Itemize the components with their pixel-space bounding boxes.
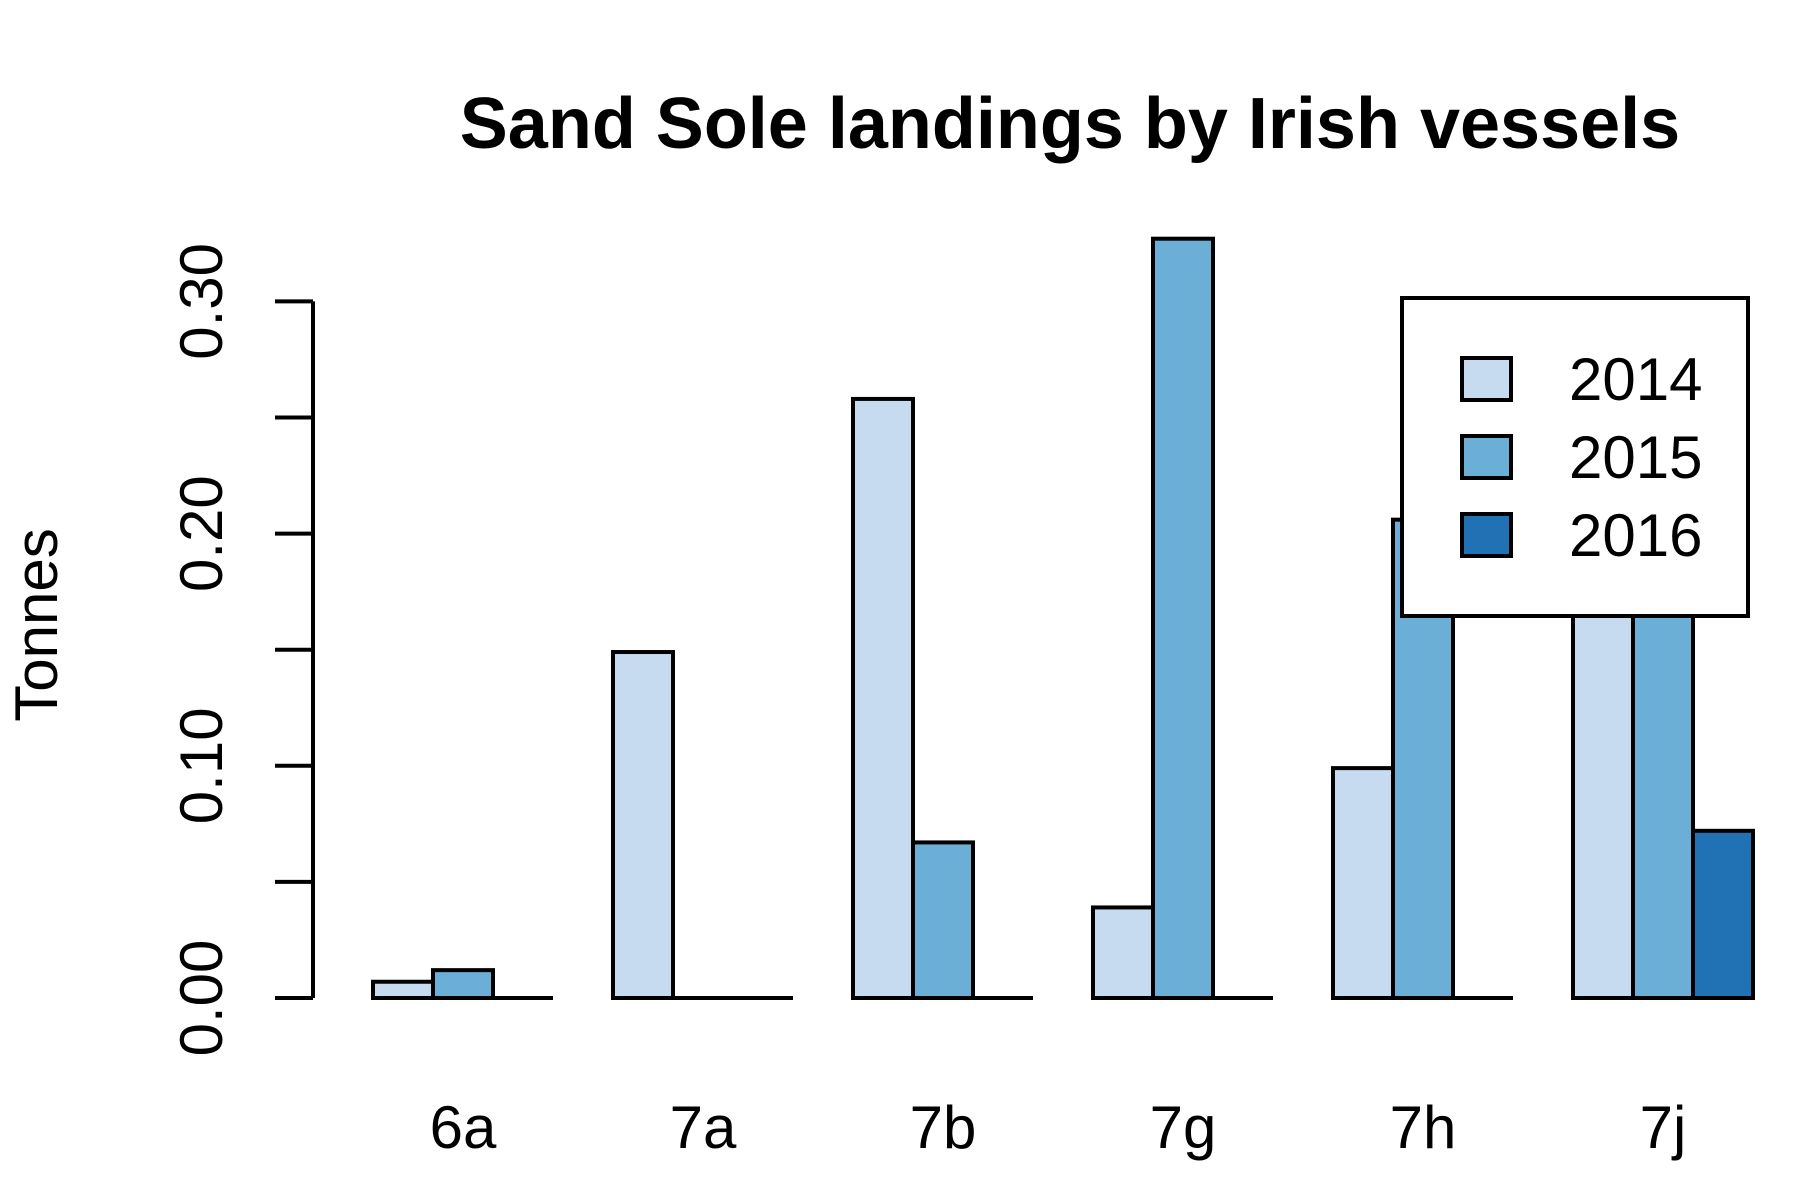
category-labels: 6a 7a 7b 7g 7h 7j bbox=[430, 1094, 1687, 1161]
x-tick-label-7a: 7a bbox=[670, 1094, 737, 1161]
x-tick-label-7g: 7g bbox=[1150, 1094, 1217, 1161]
chart-title: Sand Sole landings by Irish vessels bbox=[460, 84, 1680, 164]
bar-7b-2015 bbox=[911, 840, 975, 1001]
legend-swatch-2015 bbox=[1460, 434, 1513, 480]
bar-7h-2014 bbox=[1331, 766, 1395, 1001]
legend-swatch-2016 bbox=[1460, 512, 1513, 558]
x-tick-label-7b: 7b bbox=[910, 1094, 977, 1161]
y-axis-label: Tonnes bbox=[3, 528, 70, 721]
x-tick-label-7j: 7j bbox=[1640, 1094, 1687, 1161]
bar-7b-2014 bbox=[851, 396, 915, 1000]
legend-label-2016: 2016 bbox=[1569, 502, 1702, 569]
bar-6a-2014 bbox=[371, 979, 435, 1000]
y-tick-label: 0.00 bbox=[168, 940, 235, 1057]
bar-6a-2015 bbox=[431, 968, 495, 1000]
legend-box bbox=[1400, 296, 1750, 618]
y-axis: 0.00 0.10 0.20 0.30 bbox=[168, 243, 315, 1057]
y-tick-label: 0.10 bbox=[168, 707, 235, 824]
x-tick-label-7h: 7h bbox=[1390, 1094, 1457, 1161]
legend-label-2014: 2014 bbox=[1569, 346, 1702, 413]
legend-label-2015: 2015 bbox=[1569, 424, 1702, 491]
legend: 2014 2015 2016 bbox=[1400, 296, 1750, 618]
bars bbox=[371, 236, 1755, 1001]
legend-swatch-2014 bbox=[1460, 356, 1513, 402]
y-tick-label: 0.20 bbox=[168, 475, 235, 592]
bar-7a-2014 bbox=[611, 650, 675, 1000]
bar-7g-2015 bbox=[1151, 236, 1215, 1000]
bar-7g-2014 bbox=[1091, 905, 1155, 1001]
y-tick-label: 0.30 bbox=[168, 243, 235, 360]
bar-7j-2016 bbox=[1691, 828, 1755, 1000]
x-tick-label-6a: 6a bbox=[430, 1094, 497, 1161]
